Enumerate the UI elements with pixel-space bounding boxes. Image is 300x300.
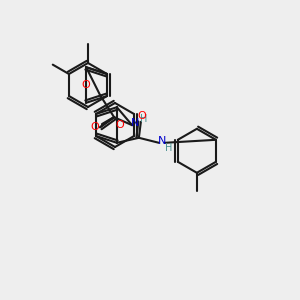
Text: O: O [91,122,100,132]
Text: O: O [82,80,91,90]
Text: O: O [137,111,146,121]
Text: N: N [131,118,139,128]
Text: O: O [116,120,124,130]
Text: H: H [140,114,148,124]
Text: H: H [165,143,172,153]
Text: N: N [158,136,166,146]
